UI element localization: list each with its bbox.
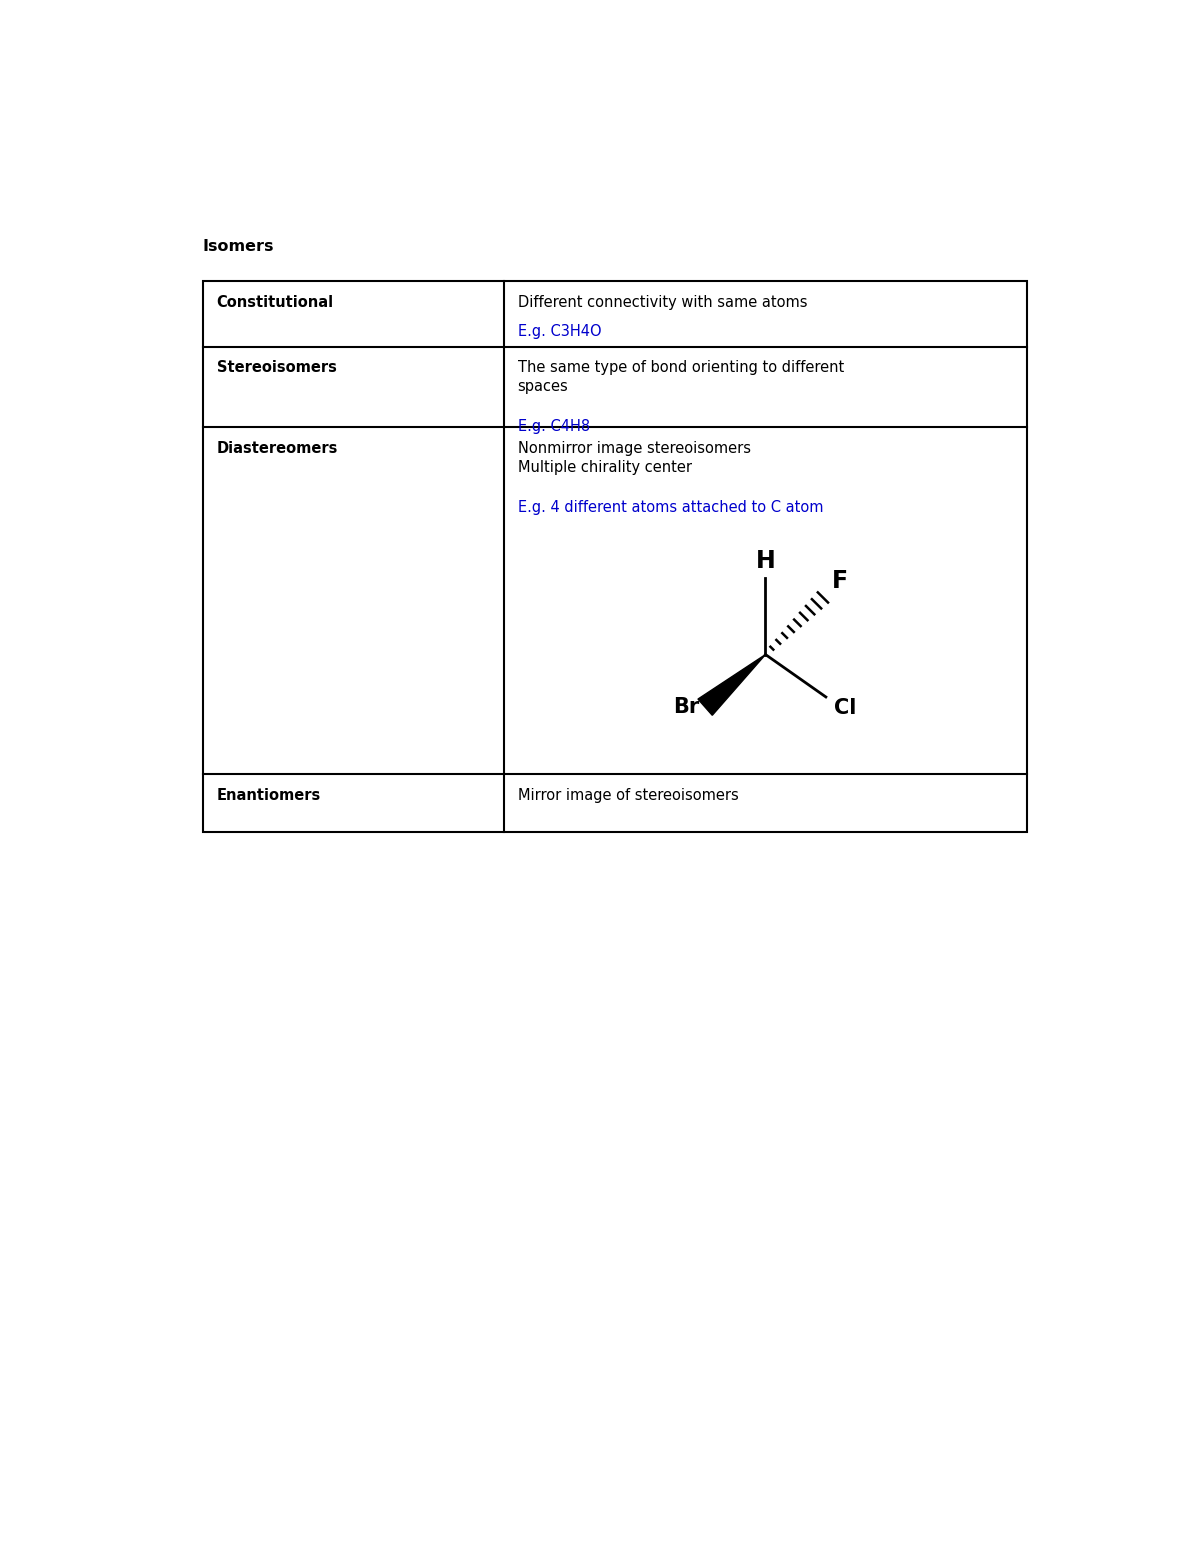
Text: Different connectivity with same atoms: Different connectivity with same atoms: [517, 295, 808, 311]
Text: The same type of bond orienting to different
spaces: The same type of bond orienting to diffe…: [517, 360, 844, 394]
Text: Br: Br: [673, 697, 698, 717]
Text: Isomers: Isomers: [203, 239, 274, 253]
Text: Mirror image of stereoisomers: Mirror image of stereoisomers: [517, 787, 738, 803]
Text: E.g. C4H8: E.g. C4H8: [517, 419, 589, 433]
Text: H: H: [756, 550, 775, 573]
Text: Cl: Cl: [834, 699, 856, 719]
Bar: [203, 281, 1027, 831]
Text: Stereoisomers: Stereoisomers: [217, 360, 336, 376]
Text: Nonmirror image stereoisomers
Multiple chirality center: Nonmirror image stereoisomers Multiple c…: [517, 441, 751, 475]
Text: Diastereomers: Diastereomers: [217, 441, 338, 457]
Text: F: F: [833, 568, 848, 593]
Polygon shape: [698, 654, 766, 716]
Text: E.g. 4 different atoms attached to C atom: E.g. 4 different atoms attached to C ato…: [517, 500, 823, 514]
Text: E.g. C3H4O: E.g. C3H4O: [517, 325, 601, 339]
Text: Enantiomers: Enantiomers: [217, 787, 320, 803]
Text: Constitutional: Constitutional: [217, 295, 334, 311]
